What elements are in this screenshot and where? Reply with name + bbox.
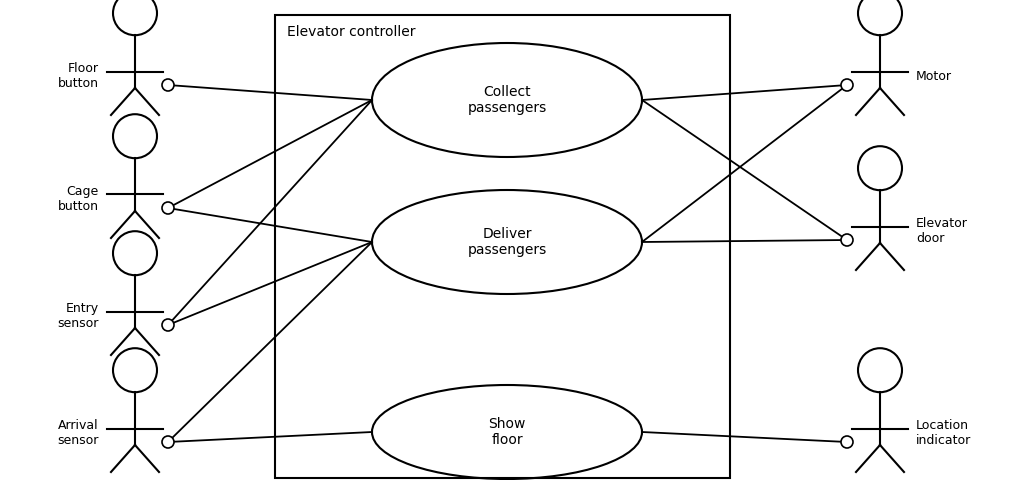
Bar bbox=[275, 15, 730, 478]
Text: Elevator controller: Elevator controller bbox=[287, 25, 416, 39]
Text: Motor: Motor bbox=[916, 70, 952, 83]
Circle shape bbox=[162, 79, 174, 91]
Circle shape bbox=[162, 436, 174, 448]
Text: Cage
button: Cage button bbox=[58, 185, 99, 213]
Text: Arrival
sensor: Arrival sensor bbox=[58, 419, 99, 447]
Circle shape bbox=[162, 202, 174, 214]
Text: Show
floor: Show floor bbox=[489, 417, 525, 447]
Text: Deliver
passengers: Deliver passengers bbox=[467, 227, 547, 257]
Text: Location
indicator: Location indicator bbox=[916, 419, 971, 447]
Text: Entry
sensor: Entry sensor bbox=[58, 302, 99, 330]
Circle shape bbox=[841, 436, 853, 448]
Text: Floor
button: Floor button bbox=[58, 62, 99, 90]
Circle shape bbox=[841, 79, 853, 91]
Circle shape bbox=[841, 234, 853, 246]
Text: Elevator
door: Elevator door bbox=[916, 217, 968, 245]
Text: Collect
passengers: Collect passengers bbox=[467, 85, 547, 115]
Circle shape bbox=[162, 319, 174, 331]
